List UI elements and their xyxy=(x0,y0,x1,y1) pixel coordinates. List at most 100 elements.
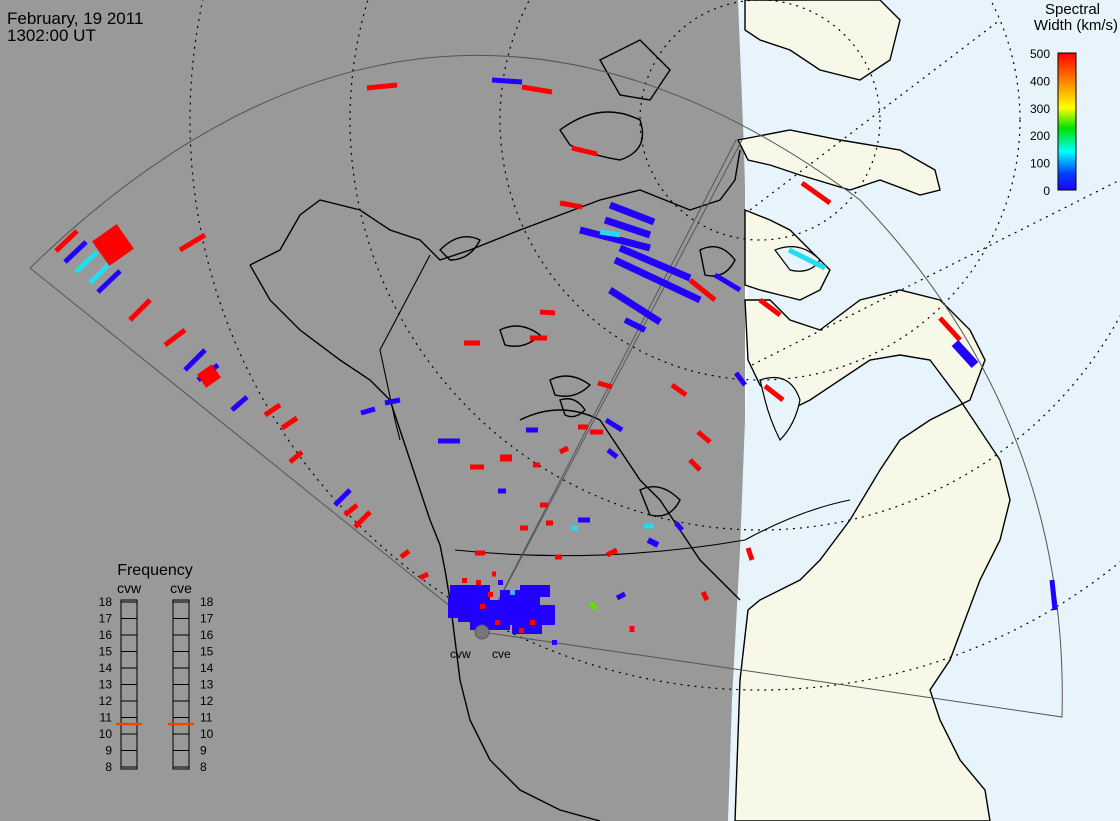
echo-mark xyxy=(758,298,782,317)
date-label: February, 19 2011 xyxy=(7,9,144,28)
frequency-tick-label: 15 xyxy=(99,645,113,659)
colorbar-tick-label: 0 xyxy=(1043,184,1050,198)
echo-mark xyxy=(579,226,651,252)
echo-mark xyxy=(606,448,619,459)
echo-mark xyxy=(128,298,152,322)
echo-mark xyxy=(674,521,684,532)
echo-mark xyxy=(462,578,467,583)
time-label: 1302:00 UT xyxy=(7,26,96,45)
echo-mark xyxy=(183,348,207,372)
frequency-tick-label: 15 xyxy=(200,645,214,659)
frequency-right-label: cve xyxy=(170,580,192,596)
echo-mark xyxy=(700,590,710,602)
echo-mark xyxy=(360,406,376,416)
echo-mark xyxy=(1049,579,1058,611)
frequency-tick-label: 18 xyxy=(99,595,113,609)
echo-mark xyxy=(88,260,113,285)
coastlines-night xyxy=(249,39,741,821)
echo-mark xyxy=(399,549,411,559)
echo-mark xyxy=(520,585,550,597)
echo-mark xyxy=(384,397,401,406)
echo-mark xyxy=(599,229,621,238)
echo-mark xyxy=(333,488,352,507)
echo-mark xyxy=(74,250,99,274)
echo-mark xyxy=(521,84,553,95)
echo-mark xyxy=(498,580,503,585)
echo-mark xyxy=(491,77,523,85)
colorbar-title-2: Width (km/s) xyxy=(1034,17,1118,34)
echo-mark xyxy=(448,598,468,618)
echo-mark xyxy=(745,547,755,561)
echo-mark xyxy=(688,458,702,472)
echo-mark xyxy=(530,620,535,625)
lake-day xyxy=(774,246,821,272)
frequency-panel: Frequency cvw cve 18 18 17 17 16 16 15 15 14 14 13… xyxy=(99,562,214,774)
political-boundaries xyxy=(379,254,851,557)
echo-mark xyxy=(280,415,299,431)
echo-mark xyxy=(366,82,398,91)
frequency-title: Frequency xyxy=(117,562,193,579)
echo-mark xyxy=(646,537,660,548)
frequency-tick-label: 16 xyxy=(99,628,113,642)
echo-mark xyxy=(230,395,249,412)
echo-mark xyxy=(559,200,583,210)
echo-mark xyxy=(608,201,656,226)
frequency-tick-label: 12 xyxy=(200,694,214,708)
echo-mark xyxy=(545,610,550,615)
echo-mark xyxy=(288,450,304,464)
echo-mark xyxy=(488,592,493,597)
echo-mark xyxy=(800,180,832,206)
frequency-tick-label: 9 xyxy=(200,744,207,758)
echo-mark xyxy=(480,604,485,609)
frequency-tick-label: 8 xyxy=(200,760,207,774)
echo-mark xyxy=(519,628,524,633)
echo-mark xyxy=(618,244,692,282)
frequency-tick-label: 17 xyxy=(99,612,113,626)
frequency-tick-label: 8 xyxy=(105,760,112,774)
echo-mark xyxy=(938,316,962,342)
bay-day xyxy=(759,376,801,442)
echo-mark xyxy=(623,317,647,333)
north-america-day-land xyxy=(734,289,1011,821)
frequency-tick-label: 9 xyxy=(105,744,112,758)
echo-mark xyxy=(539,309,556,316)
radar-site-marker xyxy=(474,624,490,640)
echo-mark xyxy=(92,224,134,266)
echo-mark xyxy=(763,384,785,402)
echo-mark xyxy=(615,591,627,601)
echo-mark xyxy=(510,590,515,595)
colorbar-title-1: Spectral xyxy=(1045,1,1100,18)
latitude-grid xyxy=(189,0,1120,691)
echo-mark xyxy=(343,503,359,517)
frequency-tick-label: 10 xyxy=(99,727,113,741)
frequency-tick-label: 13 xyxy=(99,678,113,692)
echo-mark xyxy=(197,364,221,388)
echo-mark xyxy=(353,510,372,529)
colorbar-tick-label: 300 xyxy=(1030,102,1050,116)
echo-mark xyxy=(696,430,712,444)
echo-mark xyxy=(263,402,282,418)
frequency-tick-label: 14 xyxy=(99,661,113,675)
echo-mark xyxy=(603,216,652,239)
frequency-tick-label: 17 xyxy=(200,612,214,626)
radar-label-cve: cve xyxy=(492,647,511,661)
arctic-island-land xyxy=(744,0,901,81)
echo-mark xyxy=(604,417,624,433)
colorbar-gradient xyxy=(1057,52,1077,191)
echo-mark xyxy=(613,256,702,304)
frequency-left-label: cvw xyxy=(117,580,142,596)
radar-label-cvw: cvw xyxy=(450,647,471,661)
frequency-tick-label: 11 xyxy=(200,711,213,725)
frequency-tick-label: 14 xyxy=(200,661,214,675)
echo-mark xyxy=(951,339,979,369)
echo-mark xyxy=(476,580,481,585)
echo-mark xyxy=(588,601,599,611)
colorbar-tick-label: 400 xyxy=(1030,74,1050,88)
echo-mark xyxy=(688,278,717,302)
echo-mark xyxy=(597,380,613,390)
frequency-tick-label: 10 xyxy=(200,727,214,741)
frequency-tick-label: 11 xyxy=(100,711,113,725)
echo-mark xyxy=(734,371,747,387)
frequency-tick-label: 16 xyxy=(200,628,214,642)
colorbar-tick-label: 500 xyxy=(1030,47,1050,61)
